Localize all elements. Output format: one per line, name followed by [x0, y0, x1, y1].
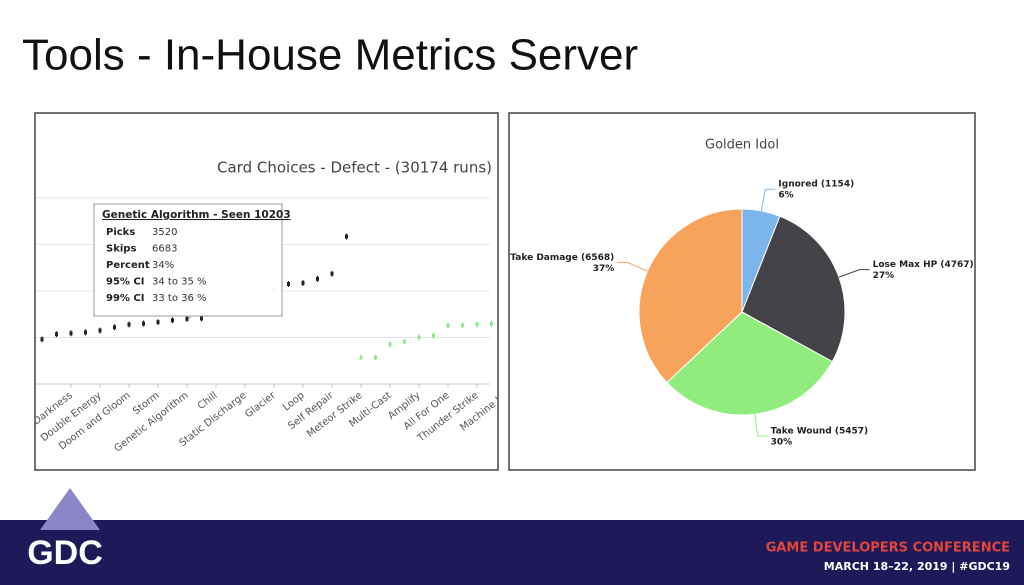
tooltip-box	[93, 203, 283, 317]
dot	[475, 322, 479, 327]
slice-label: Ignored (1154)	[778, 180, 854, 190]
pie-slice	[638, 208, 743, 384]
tooltip-key: 99% CI	[106, 293, 144, 304]
slide-title: Tools - In-House Metrics Server	[22, 31, 638, 80]
conference-name: GAME DEVELOPERS CONFERENCE	[766, 541, 1010, 556]
tooltip-key: Skips	[106, 244, 136, 255]
dot	[171, 318, 174, 323]
slice-label: Take Wound (5457)	[771, 427, 869, 437]
slice-label: Lose Max HP (4767)	[873, 260, 974, 270]
dot	[505, 321, 508, 325]
slice-value: 37%	[593, 264, 615, 274]
tooltip-key: Percent	[106, 260, 150, 271]
dot	[127, 322, 131, 327]
connector	[838, 269, 870, 278]
dot	[156, 320, 160, 325]
tooltip-value: 3520	[152, 227, 177, 238]
dot	[142, 321, 145, 326]
dot	[84, 330, 87, 335]
dot	[432, 333, 435, 338]
tooltip-title: Genetic Algorithm - Seen 10203	[102, 209, 291, 221]
pie-slice	[741, 215, 846, 363]
dot	[388, 342, 392, 347]
slice-value: 27%	[873, 271, 895, 281]
connector	[754, 414, 768, 437]
dot	[417, 335, 421, 340]
dot	[490, 321, 493, 326]
slice-value: 30%	[771, 438, 793, 448]
logo-triangle	[40, 488, 100, 530]
connector	[760, 188, 776, 211]
tooltip-key: 95% CI	[106, 277, 144, 288]
tooltip-value: 6683	[152, 244, 177, 255]
footer-band	[0, 520, 1024, 585]
dot	[69, 331, 73, 336]
pie-chart: Golden Idol Ignored (1154)6% Lose Max HP (…	[510, 138, 973, 448]
pie-slice	[666, 311, 833, 416]
slice-value: 6%	[778, 191, 793, 201]
dot	[113, 325, 116, 330]
dot	[287, 281, 290, 286]
dot	[345, 234, 348, 239]
dot	[55, 332, 58, 337]
dot-chart: Card Choices - Defect - (30174 runs)Dark…	[36, 159, 508, 455]
dot	[374, 355, 377, 360]
dot	[301, 281, 305, 286]
tooltip-key: Picks	[106, 227, 135, 238]
tooltip-value: 34 to 35 %	[152, 277, 207, 288]
dot	[359, 355, 363, 360]
conference-dates: MARCH 18–22, 2019 | #GDC19	[824, 560, 1010, 573]
dot	[185, 316, 189, 321]
dot	[98, 328, 102, 333]
tooltip-value: 34%	[152, 260, 174, 271]
dot	[40, 337, 44, 342]
logo: GDC	[27, 534, 103, 572]
dot	[316, 276, 319, 281]
connector	[617, 261, 648, 272]
dot	[461, 323, 464, 328]
tooltip-value: 33 to 36 %	[152, 293, 207, 304]
dot	[330, 271, 334, 276]
dot	[403, 339, 406, 344]
dot	[200, 316, 203, 321]
chart-title: Card Choices - Defect - (30174 runs)	[217, 159, 492, 177]
slice-label: Take Damage (6568)	[510, 253, 614, 263]
dot	[446, 323, 450, 328]
chart-title: Golden Idol	[705, 138, 779, 153]
